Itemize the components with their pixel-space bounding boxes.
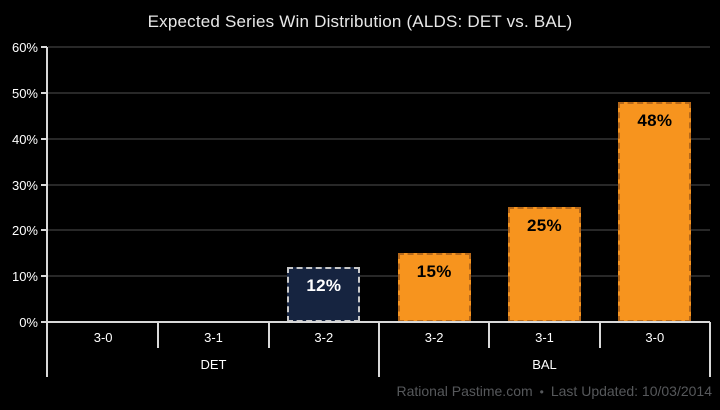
category-separator	[598, 322, 601, 348]
category-label-det-3-2: 3-2	[314, 330, 334, 345]
y-axis-label-40: 40%	[11, 131, 38, 147]
category-label-bal-3-0: 3-0	[645, 330, 665, 345]
category-label-bal-3-2: 3-2	[424, 330, 444, 345]
category-separator	[488, 322, 491, 348]
y-axis-label-50: 50%	[11, 85, 38, 101]
y-tick-0	[41, 321, 47, 323]
gridline-40	[48, 137, 710, 140]
y-tick-40	[41, 137, 47, 140]
bar-value-label-bal-3-0: 48%	[637, 111, 673, 130]
category-separator	[267, 322, 270, 348]
bar-value-label-bal-3-1: 25%	[527, 216, 562, 236]
y-tick-10	[41, 275, 47, 278]
bar-bal-3-0	[618, 102, 692, 322]
category-label-det-3-0: 3-0	[93, 330, 113, 345]
gridline-60	[48, 46, 710, 48]
y-axis-label-30: 30%	[11, 177, 38, 193]
gridline-20	[48, 229, 710, 232]
y-tick-50	[41, 91, 47, 94]
footer-credit: Rational Pastime.com • Last Updated: 10/03…	[396, 383, 712, 399]
chart-title: Expected Series Win Distribution (ALDS: …	[147, 12, 573, 31]
y-axis-line	[46, 47, 48, 377]
plot-area: 12% 15% 25% 48%	[48, 46, 710, 322]
bar-value-label-bal-3-2: 15%	[416, 262, 452, 282]
group-label-bal: BAL	[532, 357, 557, 372]
footer-site: Rational Pastime.com	[396, 383, 533, 399]
footer-updated: Last Updated: 10/03/2014	[550, 383, 712, 399]
category-label-bal-3-1: 3-1	[535, 330, 554, 345]
bar-bal-3-1	[508, 207, 581, 322]
group-separator	[378, 322, 380, 377]
axis-right-edge	[709, 322, 711, 377]
y-tick-60	[41, 46, 47, 48]
gridline-10	[48, 275, 710, 278]
category-label-det-3-1: 3-1	[204, 330, 223, 345]
y-axis-label-0: 0%	[19, 315, 38, 330]
category-separator	[157, 322, 160, 348]
footer-bullet: •	[539, 385, 544, 399]
y-tick-30	[41, 183, 47, 186]
y-axis-label-10: 10%	[11, 269, 38, 285]
y-axis-label-20: 20%	[11, 223, 38, 239]
bar-value-label-det-3-2: 12%	[306, 276, 342, 295]
y-axis-label-60: 60%	[11, 40, 38, 55]
gridline-50	[48, 91, 710, 94]
y-tick-20	[41, 229, 47, 232]
gridline-30	[48, 183, 710, 186]
group-label-det: DET	[200, 357, 227, 372]
